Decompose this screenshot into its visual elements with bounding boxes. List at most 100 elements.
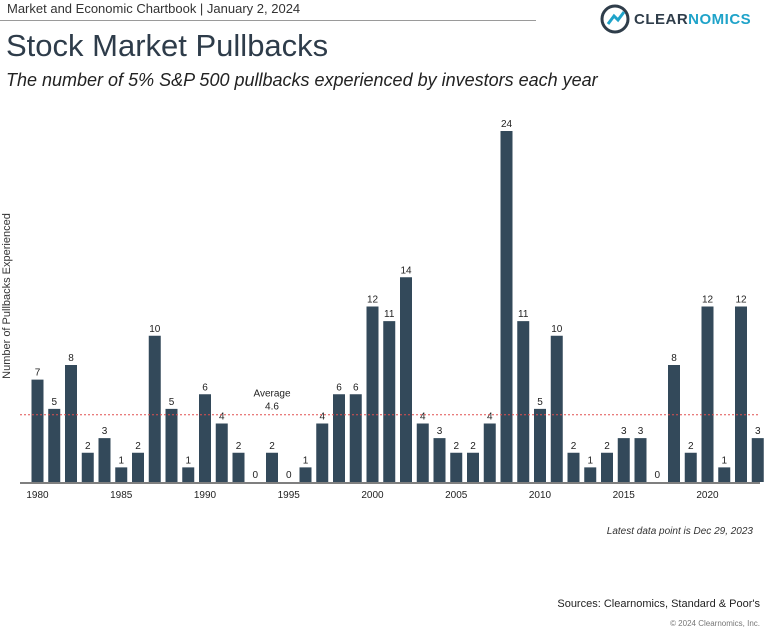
bar — [467, 452, 479, 482]
bar-value-label: 2 — [85, 441, 91, 452]
clearnomics-logo-icon — [600, 4, 630, 34]
bar — [517, 321, 530, 482]
bar — [165, 408, 178, 482]
bar-value-label: 2 — [135, 441, 141, 452]
x-tick-label: 1985 — [110, 490, 133, 501]
bar-value-label: 2 — [688, 441, 694, 452]
sources-note: Sources: Clearnomics, Standard & Poor's — [557, 598, 760, 610]
bar-value-label: 10 — [149, 324, 161, 335]
bar — [316, 423, 329, 482]
bar-value-label: 14 — [400, 265, 412, 276]
average-label: Average — [253, 389, 291, 400]
bar — [199, 394, 211, 482]
bar — [718, 467, 731, 482]
bar-value-label: 0 — [286, 470, 292, 481]
bar — [634, 438, 647, 482]
bar — [550, 335, 563, 482]
bar-value-label: 1 — [303, 455, 309, 466]
x-tick-label: 1980 — [26, 490, 49, 501]
bar-value-label: 5 — [51, 397, 57, 408]
bar-value-label: 6 — [202, 382, 208, 393]
bar-value-label: 1 — [118, 455, 124, 466]
x-tick-label: 1995 — [278, 490, 301, 501]
bar — [500, 131, 513, 482]
copyright-note: © 2024 Clearnomics, Inc. — [670, 619, 760, 628]
bar-value-label: 3 — [102, 426, 108, 437]
clearnomics-logo: CLEARNOMICS — [600, 4, 751, 34]
x-tick-label: 2000 — [361, 490, 384, 501]
bar — [450, 452, 463, 482]
bar — [148, 335, 161, 482]
bar-value-label: 5 — [537, 397, 543, 408]
header-divider — [0, 20, 536, 21]
bar — [534, 408, 546, 482]
bar — [266, 452, 278, 482]
bar — [115, 467, 128, 482]
x-tick-label: 2015 — [613, 490, 636, 501]
bar-value-label: 4 — [319, 412, 325, 423]
bar-value-label: 11 — [518, 309, 529, 320]
x-tick-label: 2005 — [445, 490, 468, 501]
bar-value-label: 1 — [185, 455, 191, 466]
bar-value-label: 12 — [702, 295, 714, 306]
bar — [601, 452, 613, 482]
bar-value-label: 2 — [604, 441, 610, 452]
chart-title: Stock Market Pullbacks — [6, 28, 329, 63]
bar — [232, 452, 245, 482]
x-tick-label: 2020 — [696, 490, 719, 501]
bar — [735, 306, 747, 482]
x-tick-label: 1990 — [194, 490, 217, 501]
bar-value-label: 2 — [269, 441, 275, 452]
bar — [433, 438, 446, 482]
bar-value-label: 4 — [487, 412, 493, 423]
bar-value-label: 2 — [236, 441, 242, 452]
bar — [65, 365, 77, 482]
bar-value-label: 12 — [367, 295, 379, 306]
bar-value-label: 3 — [638, 426, 644, 437]
bar-value-label: 1 — [587, 455, 593, 466]
bar — [584, 467, 597, 482]
bar — [48, 408, 61, 482]
bar-value-label: 3 — [437, 426, 443, 437]
bar-value-label: 6 — [353, 382, 359, 393]
bar — [400, 277, 412, 482]
bar-value-label: 3 — [755, 426, 761, 437]
bar-value-label: 8 — [68, 353, 74, 364]
chart-subtitle: The number of 5% S&P 500 pullbacks exper… — [6, 70, 598, 90]
x-tick-label: 2010 — [529, 490, 552, 501]
bar-value-label: 4 — [219, 412, 225, 423]
bar — [483, 423, 496, 482]
chartbook-header: Market and Economic Chartbook | January … — [7, 1, 301, 16]
bar — [215, 423, 228, 482]
bar-value-label: 2 — [571, 441, 577, 452]
bar-value-label: 7 — [35, 368, 41, 379]
bar — [299, 467, 312, 482]
bar — [349, 394, 362, 482]
bar — [98, 438, 111, 482]
bar-value-label: 0 — [654, 470, 660, 481]
bar — [132, 452, 144, 482]
bar — [333, 394, 345, 482]
bar-value-label: 11 — [384, 309, 395, 320]
bar — [668, 365, 680, 482]
bar — [31, 379, 44, 482]
bar — [567, 452, 580, 482]
bar — [684, 452, 697, 482]
bar-value-label: 6 — [336, 382, 342, 393]
bar — [81, 452, 94, 482]
bar — [701, 306, 714, 482]
bar-value-label: 24 — [501, 119, 513, 130]
bar-value-label: 3 — [621, 426, 627, 437]
bar-value-label: 1 — [721, 455, 727, 466]
bar-value-label: 12 — [735, 295, 747, 306]
average-value-label: 4.6 — [265, 402, 279, 413]
bar-value-label: 8 — [671, 353, 677, 364]
bar-value-label: 2 — [470, 441, 476, 452]
logo-wordmark-prefix: CLEAR — [634, 10, 689, 28]
bar-value-label: 10 — [551, 324, 563, 335]
logo-wordmark-suffix: NOMICS — [688, 10, 752, 28]
logo-wordmark: CLEARNOMICS — [634, 11, 751, 28]
bar-value-label: 2 — [453, 441, 459, 452]
bar — [366, 306, 379, 482]
